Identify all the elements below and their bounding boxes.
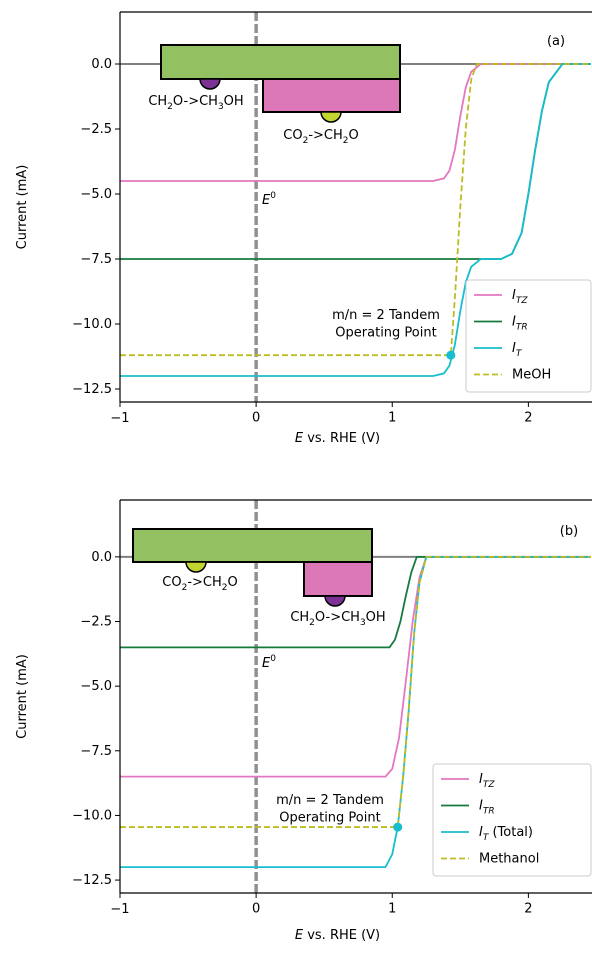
inset-semicircle <box>199 78 221 90</box>
legend-label: ITR <box>479 798 495 816</box>
legend-label: ITZ <box>512 288 528 306</box>
series-line <box>120 63 591 182</box>
legend-label: IT <box>512 341 523 359</box>
inset-box <box>160 44 401 80</box>
legend-label: ITZ <box>479 772 495 790</box>
y-tick-label: −7.5 <box>80 252 112 267</box>
series-line <box>120 63 591 357</box>
annotation: m/n = 2 Tandem Operating Point <box>276 793 384 826</box>
y-tick-label: −2.5 <box>80 614 112 629</box>
series-line <box>120 63 591 377</box>
series-line <box>120 555 591 649</box>
panel-label: (a) <box>547 34 565 49</box>
operating-point <box>446 350 456 360</box>
inset-box <box>303 561 373 597</box>
legend-box <box>465 279 592 393</box>
inset-label: CO2->CH2O <box>283 128 358 146</box>
series-line <box>120 555 591 828</box>
y-tick-label: −5.0 <box>80 679 112 694</box>
y-tick-label: −12.5 <box>72 873 112 888</box>
e0-label: E0 <box>262 191 276 208</box>
inset-semicircle <box>320 111 342 123</box>
x-tick-label: 0 <box>252 902 260 917</box>
y-axis-label: Current (mA) <box>15 165 30 250</box>
legend-label: IT (Total) <box>479 825 533 843</box>
y-tick-label: −12.5 <box>72 382 112 397</box>
legend-label: ITR <box>512 314 528 332</box>
y-axis-label: Current (mA) <box>15 654 30 739</box>
y-tick-label: −2.5 <box>80 122 112 137</box>
y-tick-label: −10.0 <box>72 808 112 823</box>
x-tick-label: −1 <box>110 411 129 426</box>
inset-box <box>132 528 373 563</box>
panel: CH2O->CH3OH CO2->CH2O 0.0 −2.5 −5.0 −7.5 −10.0… <box>15 11 592 446</box>
inset-semicircle <box>185 561 207 573</box>
y-tick-label: −7.5 <box>80 743 112 758</box>
x-axis-label: E vs. RHE (V) <box>295 431 380 446</box>
inset-label: CH2O->CH3OH <box>290 610 385 628</box>
x-tick-label: 0 <box>252 411 260 426</box>
x-tick-label: 2 <box>524 902 532 917</box>
inset-label: CO2->CH2O <box>162 575 237 593</box>
x-tick-label: 1 <box>388 902 396 917</box>
legend-label: Methanol <box>479 851 539 866</box>
y-tick-label: 0.0 <box>91 57 112 72</box>
x-tick-label: −1 <box>110 902 129 917</box>
operating-point <box>393 822 403 832</box>
x-tick-label: 2 <box>524 411 532 426</box>
legend-box <box>432 763 592 877</box>
y-tick-label: 0.0 <box>91 549 112 564</box>
panel: CO2->CH2O CH2O->CH3OH 0.0 −2.5 −5.0 −7.5 −10.0… <box>15 499 592 943</box>
y-tick-label: −10.0 <box>72 317 112 332</box>
y-tick-label: −5.0 <box>80 187 112 202</box>
inset-box <box>262 78 401 113</box>
e0-label: E0 <box>262 654 276 671</box>
x-tick-label: 1 <box>388 411 396 426</box>
legend-label: MeOH <box>512 367 551 382</box>
inset-semicircle <box>324 595 346 607</box>
panel-label: (b) <box>560 524 578 539</box>
annotation: m/n = 2 Tandem Operating Point <box>332 308 440 341</box>
x-axis-label: E vs. RHE (V) <box>295 928 380 943</box>
inset-label: CH2O->CH3OH <box>148 94 243 112</box>
